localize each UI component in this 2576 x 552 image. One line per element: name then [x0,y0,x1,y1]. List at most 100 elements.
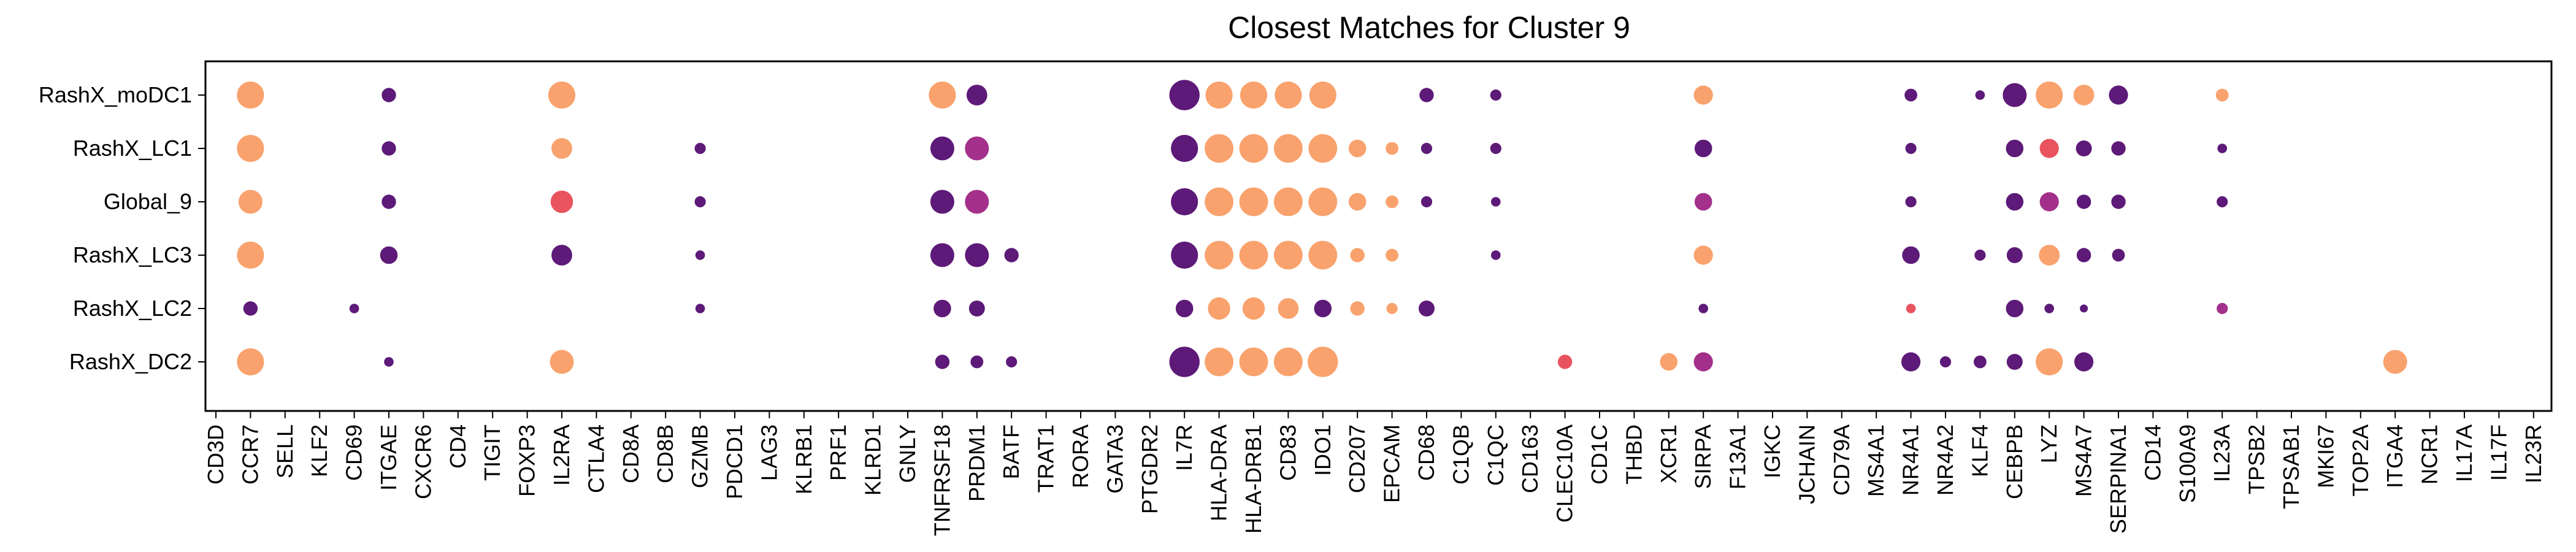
gene-label-SERPINA1: SERPINA1 [2106,424,2131,534]
gene-label-RORA: RORA [1068,424,1093,488]
row-label-RashX_LC3: RashX_LC3 [73,242,192,267]
gene-label-CD4: CD4 [445,424,470,469]
dot-RashX_LC1-TNFRSF18 [930,137,954,161]
row-label-RashX_LC1: RashX_LC1 [73,136,192,161]
dot-Global_9-CCR7 [239,190,263,214]
dot-RashX_LC2-CD83 [1278,298,1299,319]
gene-label-CD14: CD14 [2140,424,2165,481]
dot-Global_9-SIRPA [1695,193,1712,211]
dot-RashX_moDC1-SIRPA [1694,85,1713,104]
dot-RashX_LC2-GZMB [696,304,705,313]
dot-RashX_LC3-IDO1 [1308,241,1337,270]
dot-RashX_DC2-HLA-DRA [1205,348,1233,377]
dot-RashX_DC2-HLA-DRB1 [1240,348,1268,377]
dot-RashX_LC1-C1QC [1490,143,1501,154]
chart-title: Closest Matches for Cluster 9 [1228,10,1630,45]
dot-RashX_moDC1-ITGAE [381,88,396,102]
gene-label-LYZ: LYZ [2036,424,2061,463]
gene-label-CD1C: CD1C [1587,424,1612,485]
dot-RashX_DC2-PRDM1 [970,356,983,369]
dot-RashX_LC2-CD68 [1419,301,1435,316]
dot-RashX_LC3-C1QC [1491,250,1501,260]
dot-Global_9-IL7R [1171,188,1198,215]
dot-RashX_LC1-EPCAM [1386,142,1398,155]
dot-RashX_DC2-TNFRSF18 [935,355,949,369]
dot-RashX_LC1-IDO1 [1308,134,1337,163]
dot-RashX_moDC1-IL23A [2216,89,2229,102]
dot-RashX_LC2-CEBPB [2006,300,2024,318]
gene-label-KLF2: KLF2 [307,424,332,477]
gene-label-ITGA4: ITGA4 [2382,424,2407,488]
gene-label-F13A1: F13A1 [1725,424,1750,489]
gene-label-CD8B: CD8B [653,424,678,483]
gene-label-TPSAB1: TPSAB1 [2279,424,2304,509]
gene-label-IL2RA: IL2RA [549,424,574,486]
gene-label-TRAT1: TRAT1 [1033,424,1059,493]
gene-label-FOXP3: FOXP3 [515,424,540,497]
dot-Global_9-HLA-DRB1 [1240,188,1268,217]
x-ticks [216,411,2534,418]
dot-RashX_LC3-IL7R [1171,242,1198,269]
dot-RashX_DC2-CLEC10A [1558,355,1572,369]
gene-label-PTGDR2: PTGDR2 [1137,424,1162,514]
gene-label-KLRD1: KLRD1 [861,424,886,496]
dot-Global_9-CD207 [1349,193,1367,211]
dot-Global_9-ITGAE [381,194,396,209]
gene-label-GZMB: GZMB [688,424,713,488]
dot-RashX_moDC1-HLA-DRA [1206,82,1233,109]
x-tick-labels: CD3D CCR7 SELL KLF2 CD69 ITGAE CXCR6 CD4 TIGIT FO… [203,424,2546,536]
dot-RashX_LC3-TNFRSF18 [930,243,954,267]
gene-label-CD207: CD207 [1344,424,1370,493]
gene-label-JCHAIN: JCHAIN [1794,424,1819,504]
gene-label-MKI67: MKI67 [2313,424,2338,488]
gene-label-IL23A: IL23A [2209,424,2234,482]
gene-label-CD68: CD68 [1414,424,1439,481]
gene-label-S100A9: S100A9 [2175,424,2200,503]
dot-Global_9-TNFRSF18 [930,190,954,214]
dot-RashX_LC2-IDO1 [1314,300,1332,318]
dot-RashX_LC1-GZMB [695,143,706,154]
gene-label-HLA-DRA: HLA-DRA [1206,424,1232,521]
dot-RashX_LC2-IL23A [2217,303,2228,314]
dot-RashX_moDC1-CCR7 [237,82,264,109]
dot-RashX_LC1-MS4A7 [2076,140,2092,156]
dot-RashX_DC2-NR4A1 [1901,352,1920,371]
dot-Global_9-IDO1 [1308,188,1337,217]
gene-label-CD83: CD83 [1275,424,1300,481]
gene-label-XCR1: XCR1 [1656,424,1681,483]
dot-RashX_LC2-LYZ [2044,304,2054,313]
dot-Global_9-MS4A7 [2077,194,2091,209]
dot-RashX_LC1-SIRPA [1695,140,1712,158]
dot-RashX_DC2-XCR1 [1660,353,1678,371]
gene-label-IGKC: IGKC [1760,424,1785,478]
dot-RashX_LC2-MS4A7 [2080,305,2088,313]
dot-RashX_LC2-HLA-DRB1 [1243,297,1265,320]
dot-RashX_moDC1-IL2RA [548,82,575,109]
gene-label-MS4A1: MS4A1 [1863,424,1888,497]
dot-RashX_LC3-CCR7 [237,242,264,269]
dot-Global_9-CD83 [1274,188,1303,217]
dot-Global_9-GZMB [695,196,706,207]
dot-RashX_LC1-CCR7 [237,135,264,162]
dot-RashX_LC2-PRDM1 [969,301,985,316]
dot-RashX_DC2-CCR7 [237,348,264,375]
dot-RashX_LC1-CD207 [1349,140,1367,158]
row-label-RashX_LC2: RashX_LC2 [73,296,192,321]
dot-RashX_moDC1-PRDM1 [967,85,987,105]
dot-RashX_DC2-NR4A2 [1940,356,1951,367]
dot-RashX_LC3-GZMB [696,250,705,260]
dot-RashX_LC3-LYZ [2039,245,2060,266]
dot-RashX_LC1-IL23A [2217,144,2227,153]
dot-RashX_LC1-IL2RA [551,138,572,159]
gene-label-NR4A1: NR4A1 [1898,424,1923,496]
gene-label-PRDM1: PRDM1 [964,424,989,502]
dot-RashX_LC3-CEBPB [2007,247,2023,263]
dot-RashX_DC2-MS4A7 [2074,352,2093,371]
dot-RashX_moDC1-CEBPB [2003,83,2026,107]
gene-label-CCR7: CCR7 [237,424,263,485]
dot-RashX_LC3-EPCAM [1386,249,1398,262]
row-label-Global_9: Global_9 [104,189,192,214]
gene-label-KLF4: KLF4 [1967,424,1992,477]
dot-RashX_LC1-PRDM1 [965,137,989,161]
